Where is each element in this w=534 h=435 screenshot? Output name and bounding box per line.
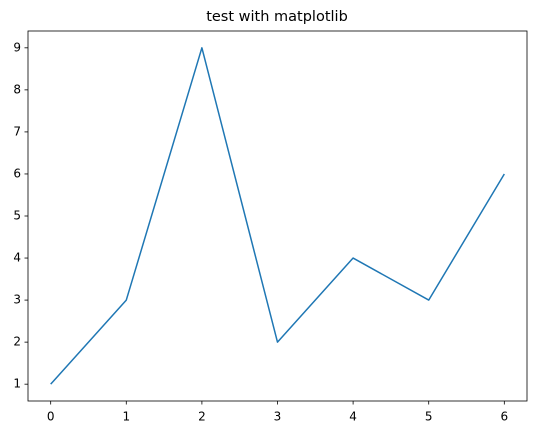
y-tick-label: 1 <box>13 377 21 391</box>
y-tick-label: 7 <box>13 124 21 138</box>
y-tick-label: 4 <box>13 251 21 265</box>
plot-frame <box>27 30 528 402</box>
chart-title: test with matplotlib <box>206 9 348 25</box>
x-tick-label: 1 <box>122 410 130 424</box>
y-tick-label: 6 <box>13 166 21 180</box>
x-tick-label: 4 <box>349 410 357 424</box>
y-tick-label: 8 <box>13 82 21 96</box>
x-tick-label: 0 <box>47 410 55 424</box>
y-tick-label: 5 <box>13 209 21 223</box>
line <box>50 47 505 385</box>
x-tick-label: 6 <box>500 410 508 424</box>
y-tick-label: 3 <box>13 293 21 307</box>
x-tick-label: 2 <box>198 410 206 424</box>
x-tick-label: 3 <box>274 410 282 424</box>
y-tick-label: 9 <box>13 40 21 54</box>
x-tick-label: 5 <box>425 410 433 424</box>
y-tick-label: 2 <box>13 335 21 349</box>
